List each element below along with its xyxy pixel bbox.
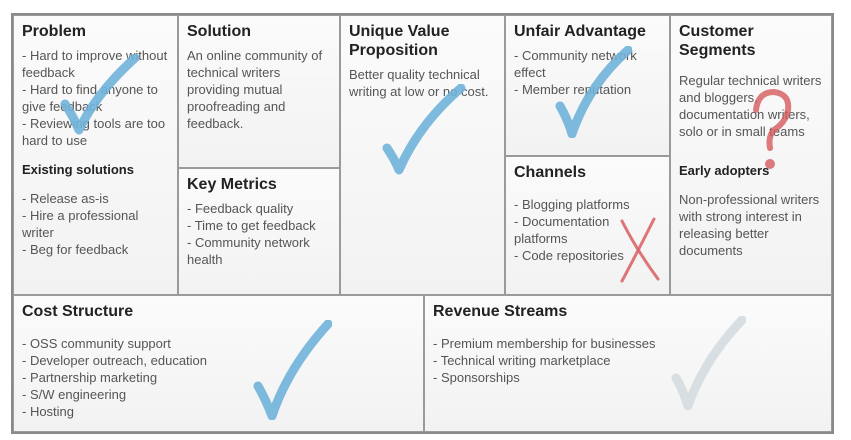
- problem-item: - Reviewing tools are too hard to use: [22, 116, 166, 148]
- solution-title: Solution: [187, 23, 251, 40]
- existing-solutions-list: - Release as-is - Hire a professional wr…: [22, 190, 169, 258]
- channels-item: - Documentation platforms: [514, 214, 610, 246]
- cost-structure-block: Cost Structure - OSS community support -…: [13, 295, 424, 432]
- early-adopters-text: Non-professional writers with strong int…: [679, 192, 820, 258]
- unfair-advantage-item: - Community network effect: [514, 48, 637, 80]
- channels-title: Channels: [514, 164, 587, 181]
- channels-block: Channels - Blogging platforms - Document…: [505, 156, 670, 295]
- unfair-advantage-item: - Member reputation: [514, 82, 632, 97]
- existing-solutions-title: Existing solutions: [22, 162, 134, 177]
- channels-list: - Blogging platforms - Documentation pla…: [514, 196, 661, 264]
- cost-structure-item: - Hosting: [22, 404, 75, 419]
- unfair-advantage-block: Unfair Advantage - Community network eff…: [505, 15, 670, 156]
- cost-structure-item: - Partnership marketing: [22, 370, 158, 385]
- key-metrics-item: - Time to get feedback: [187, 218, 316, 233]
- channels-item: - Code repositories: [514, 248, 624, 263]
- revenue-streams-title: Revenue Streams: [433, 303, 568, 320]
- problem-item: - Hard to find anyone to give feedback: [22, 82, 158, 114]
- customer-segments-title: Customer Segments: [679, 23, 756, 59]
- key-metrics-title: Key Metrics: [187, 176, 277, 193]
- key-metrics-list: - Feedback quality - Time to get feedbac…: [187, 200, 331, 268]
- uvp-text: Better quality technical writing at low …: [349, 67, 489, 99]
- existing-solution-item: - Hire a professional writer: [22, 208, 139, 240]
- existing-solution-item: - Release as-is: [22, 191, 109, 206]
- cost-structure-title: Cost Structure: [22, 303, 134, 320]
- cost-structure-item: - S/W engineering: [22, 387, 127, 402]
- customer-segments-block: Customer Segments Regular technical writ…: [670, 15, 832, 295]
- customer-segments-text: Regular technical writers and bloggers, …: [679, 73, 822, 139]
- key-metrics-item: - Community network health: [187, 235, 310, 267]
- key-metrics-block: Key Metrics - Feedback quality - Time to…: [178, 168, 340, 295]
- uvp-title: Unique Value Proposition: [349, 23, 450, 59]
- revenue-streams-list: - Premium membership for businesses - Te…: [433, 335, 823, 386]
- problem-list: - Hard to improve without feedback - Har…: [22, 47, 169, 149]
- revenue-streams-block: Revenue Streams - Premium membership for…: [424, 295, 832, 432]
- cost-structure-item: - OSS community support: [22, 336, 171, 351]
- early-adopters-title: Early adopters: [679, 163, 770, 178]
- unfair-advantage-title: Unfair Advantage: [514, 23, 646, 40]
- lean-canvas: Problem - Hard to improve without feedba…: [11, 13, 834, 434]
- revenue-streams-item: - Sponsorships: [433, 370, 520, 385]
- revenue-streams-item: - Technical writing marketplace: [433, 353, 611, 368]
- existing-solution-item: - Beg for feedback: [22, 242, 129, 257]
- problem-title: Problem: [22, 23, 87, 40]
- solution-block: Solution An online community of technica…: [178, 15, 340, 168]
- key-metrics-item: - Feedback quality: [187, 201, 294, 216]
- cost-structure-list: - OSS community support - Developer outr…: [22, 335, 415, 420]
- uvp-block: Unique Value Proposition Better quality …: [340, 15, 505, 295]
- revenue-streams-item: - Premium membership for businesses: [433, 336, 656, 351]
- problem-item: - Hard to improve without feedback: [22, 48, 168, 80]
- solution-text: An online community of technical writers…: [187, 48, 323, 131]
- problem-block: Problem - Hard to improve without feedba…: [13, 15, 178, 295]
- cost-structure-item: - Developer outreach, education: [22, 353, 208, 368]
- unfair-advantage-list: - Community network effect - Member repu…: [514, 47, 661, 98]
- channels-item: - Blogging platforms: [514, 197, 630, 212]
